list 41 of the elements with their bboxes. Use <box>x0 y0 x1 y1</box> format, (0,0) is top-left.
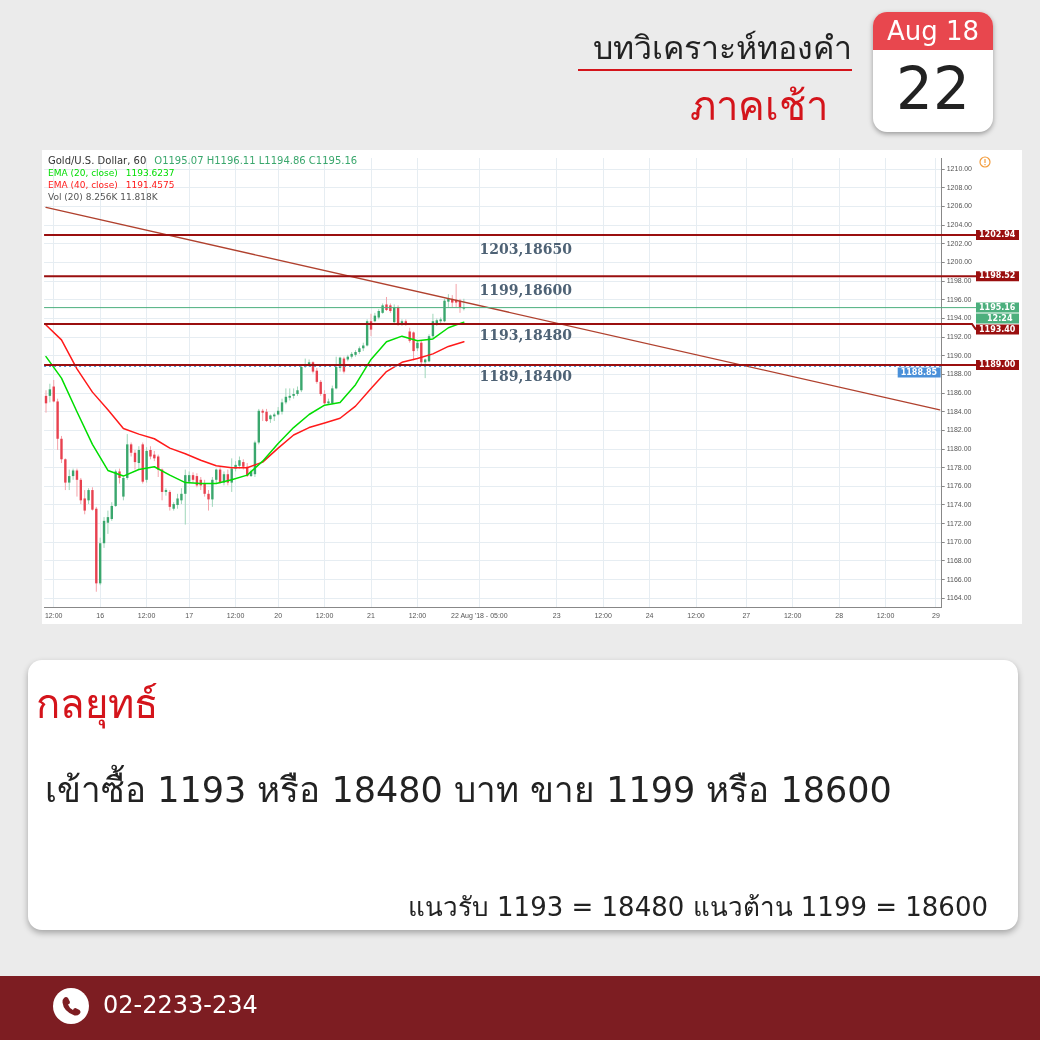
annotation: Gold/U.S. Dollar, 60 <box>48 155 147 166</box>
text: EMA (40, close) <box>48 180 118 190</box>
ref-line-label: 1198.52 <box>979 271 1016 281</box>
candlestick <box>207 489 210 512</box>
text: 02-2233-234 <box>103 991 258 1019</box>
annotation: O1195.07 H1196.11 L1194.86 C1195.16 <box>154 155 358 166</box>
chart-title: บทวิเคราะห์ทองคำ <box>593 28 852 69</box>
annotation: 1193,18480 <box>479 326 573 343</box>
annotation: 1191.4575 <box>125 180 175 190</box>
candlestick <box>191 471 195 484</box>
ref-line-label: 1188.85 <box>900 367 938 377</box>
candlestick <box>420 340 423 366</box>
candlestick <box>288 387 291 402</box>
candlestick <box>60 435 63 464</box>
ref-line-label: 1189.00 <box>979 360 1016 370</box>
text: กลยุทธ์ <box>36 680 158 731</box>
annotation: Vol (20) 8.256K 11.818K <box>48 191 159 203</box>
candlestick <box>122 476 125 501</box>
ref-line-label: 1195.16 <box>979 302 1016 312</box>
calendar-icon: Aug 18 22 <box>873 12 993 132</box>
candlestick <box>300 364 303 393</box>
chart-subtitle: ภาคเช้า <box>690 82 828 131</box>
candlestick <box>106 510 110 535</box>
annotation: 1203,18650 <box>479 240 573 257</box>
ref-line-label: 1202.94 <box>979 230 1016 240</box>
candlestick <box>164 487 168 497</box>
candlestick <box>292 387 295 400</box>
text: EMA (20, close) <box>48 168 118 178</box>
text: แนวรับ 1193 = 18480 แนวต้าน 1199 = 18600 <box>407 891 988 924</box>
ref-line-label: 1193.40 <box>979 324 1016 334</box>
text: 12:24 <box>987 313 1013 323</box>
candlestick <box>71 468 75 481</box>
annotation: 1199,18600 <box>479 281 573 298</box>
candlestick <box>462 298 466 311</box>
text: เข้าซื้อ 1193 หรือ 18480 บาท ขาย 1199 หรือ 18600 <box>45 763 892 812</box>
annotation: 1189,18400 <box>479 367 573 384</box>
annotation: 1193.6237 <box>125 168 175 178</box>
candlestick <box>64 457 67 491</box>
candlestick <box>412 331 415 361</box>
candlestick <box>75 468 79 498</box>
candlestick <box>211 476 214 508</box>
